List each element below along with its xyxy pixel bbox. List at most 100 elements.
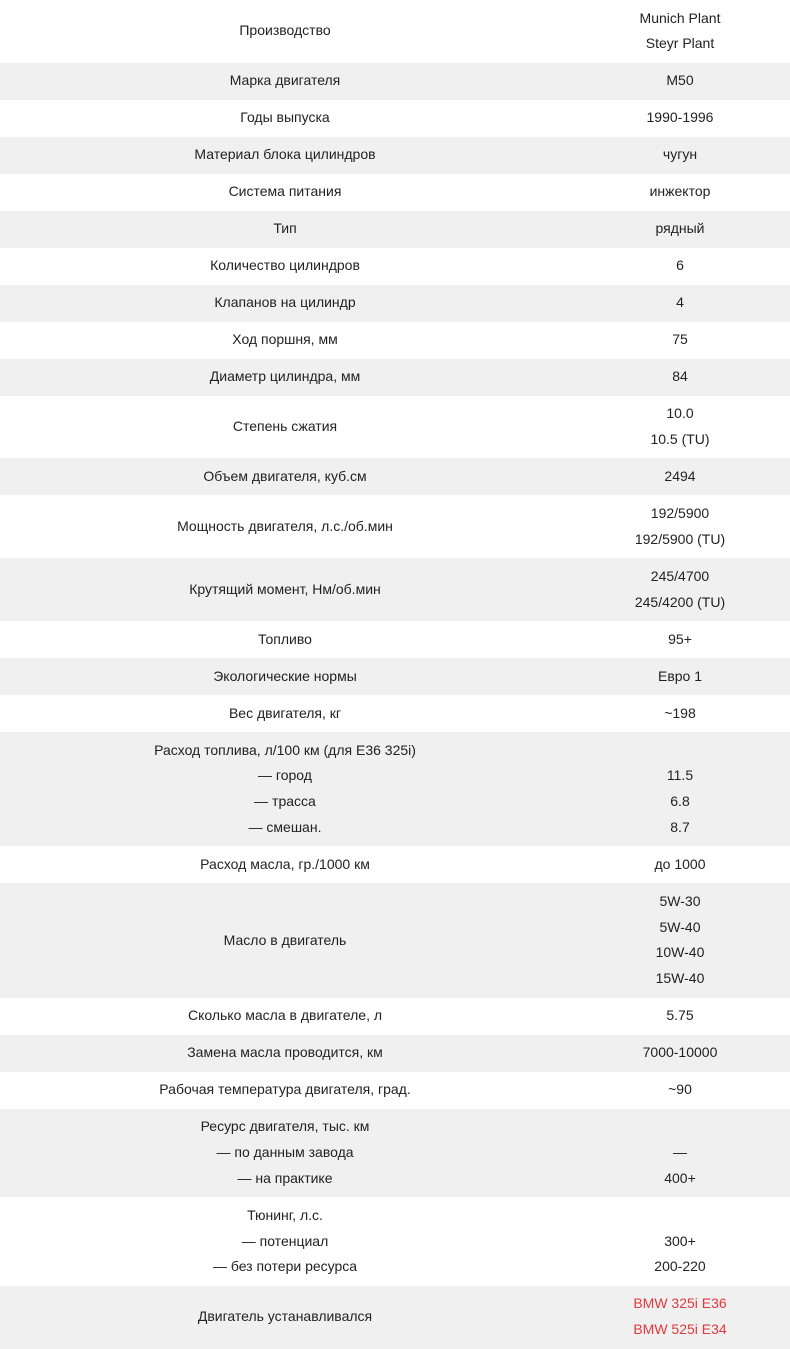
spec-value-cell: 1990-1996: [570, 100, 790, 137]
spec-label-cell: Крутящий момент, Нм/об.мин: [0, 558, 570, 621]
spec-value-cell: BMW 325i E36 BMW 525i E34: [570, 1285, 790, 1349]
spec-value: 192/5900 (TU): [634, 530, 726, 547]
spec-label: Ход поршня, мм: [232, 331, 338, 348]
spec-value: 1990-1996: [646, 109, 714, 126]
spec-row: Ход поршня, мм 75: [0, 322, 790, 359]
spec-label-cell: Сколько масла в двигателе, л: [0, 998, 570, 1035]
spec-value-cell: 245/4700 245/4200 (TU): [570, 558, 790, 621]
spec-value: 10W-40: [655, 944, 705, 961]
spec-row: Двигатель устанавливался BMW 325i E36 BMW …: [0, 1285, 790, 1349]
spec-row: Расход масла, гр./1000 км до 1000: [0, 846, 790, 883]
spec-label: Вес двигателя, кг: [228, 704, 342, 721]
spec-label: Объем двигателя, куб.см: [203, 468, 367, 485]
spec-label-cell: Объем двигателя, куб.см: [0, 458, 570, 496]
spec-row: Масло в двигатель 5W-30 5W-40 10W-40 15W-40: [0, 883, 790, 998]
spec-value: 245/4200 (TU): [634, 593, 726, 610]
spec-value: 7000-10000: [642, 1044, 718, 1061]
car-model-link[interactable]: BMW 325i E36: [633, 1295, 727, 1312]
spec-label: — трасса: [254, 793, 316, 810]
spec-value-cell: 4: [570, 284, 790, 322]
spec-value: 11.5: [666, 767, 694, 784]
spec-value-cell: чугун: [570, 136, 790, 174]
spec-row: Материал блока цилиндров чугун: [0, 136, 790, 174]
spec-label: Клапанов на цилиндр: [214, 294, 356, 311]
spec-label: — по данным завода: [216, 1144, 354, 1160]
spec-label: — смешан.: [248, 818, 322, 835]
spec-value-cell: до 1000: [570, 846, 790, 883]
spec-value: 4: [676, 294, 684, 311]
spec-value: Steyr Plant: [645, 35, 715, 52]
spec-row: Экологические нормы Евро 1: [0, 657, 790, 695]
spec-value-cell: инжектор: [570, 174, 790, 211]
spec-label: Диаметр цилиндра, мм: [209, 368, 361, 385]
spec-label: — потенциал: [241, 1232, 329, 1249]
spec-row: Диаметр цилиндра, мм 84: [0, 358, 790, 396]
spec-label-cell: Марка двигателя: [0, 62, 570, 100]
spec-value: 6: [676, 257, 684, 274]
spec-value-cell: 10.0 10.5 (TU): [570, 396, 790, 459]
spec-value-cell: 192/5900 192/5900 (TU): [570, 495, 790, 558]
spec-label: Экологические нормы: [213, 667, 357, 684]
spec-value: 95+: [668, 630, 692, 647]
spec-label-cell: Материал блока цилиндров: [0, 136, 570, 174]
spec-label: Ресурс двигателя, тыс. км: [200, 1118, 370, 1135]
spec-label: Степень сжатия: [232, 418, 338, 435]
spec-row: Сколько масла в двигателе, л 5.75: [0, 998, 790, 1035]
spec-value: [574, 1114, 786, 1140]
spec-row: Система питания инжектор: [0, 174, 790, 211]
spec-label: Расход топлива, л/100 км (для E36 325i): [154, 741, 416, 758]
spec-label-cell: Система питания: [0, 174, 570, 211]
spec-value-cell: 300+ 200-220: [570, 1197, 790, 1286]
spec-value-cell: ~90: [570, 1072, 790, 1109]
spec-row: Степень сжатия 10.0 10.5 (TU): [0, 396, 790, 459]
spec-value: 200-220: [654, 1258, 706, 1275]
spec-label: Сколько масла в двигателе, л: [187, 1007, 383, 1024]
spec-label: Количество цилиндров: [210, 257, 360, 274]
spec-value-cell: 11.5 6.8 8.7: [570, 731, 790, 847]
spec-label-cell: Производство: [0, 0, 570, 63]
spec-value: рядный: [655, 220, 705, 237]
spec-label: Двигатель устанавливался: [197, 1308, 373, 1325]
spec-label-cell: Двигатель устанавливался: [0, 1285, 570, 1349]
spec-value: M50: [666, 72, 694, 89]
car-model-link[interactable]: BMW 525i E34: [633, 1321, 727, 1338]
spec-value: 5W-30: [659, 892, 701, 909]
spec-value: Евро 1: [657, 667, 703, 684]
spec-value-cell: Евро 1: [570, 657, 790, 695]
spec-row: Производство Munich Plant Steyr Plant: [0, 0, 790, 63]
spec-value: 6.8: [670, 793, 690, 810]
spec-value-cell: 2494: [570, 458, 790, 496]
spec-value-cell: рядный: [570, 210, 790, 248]
spec-label: Мощность двигателя, л.с./об.мин: [177, 517, 393, 534]
spec-value-cell: M50: [570, 62, 790, 100]
spec-label: Масло в двигатель: [223, 931, 347, 948]
spec-label: Расход масла, гр./1000 км: [200, 855, 370, 872]
spec-label: Годы выпуска: [240, 109, 330, 126]
spec-label: Тип: [273, 220, 297, 237]
spec-label-cell: Рабочая температура двигателя, град.: [0, 1072, 570, 1109]
spec-value: 10.5 (TU): [650, 431, 710, 448]
spec-label: — на практике: [237, 1169, 333, 1186]
spec-value-cell: 7000-10000: [570, 1034, 790, 1072]
spec-row: Объем двигателя, куб.см 2494: [0, 458, 790, 496]
spec-label-cell: Вес двигателя, кг: [0, 695, 570, 732]
spec-row: Годы выпуска 1990-1996: [0, 100, 790, 137]
spec-value: 300+: [664, 1232, 696, 1249]
spec-value: 75: [672, 331, 688, 348]
spec-label: Марка двигателя: [229, 72, 341, 89]
spec-label-cell: Клапанов на цилиндр: [0, 284, 570, 322]
spec-row: Тип рядный: [0, 210, 790, 248]
spec-label: Система питания: [228, 183, 342, 200]
spec-value-cell: ~198: [570, 695, 790, 732]
spec-label-cell: Ресурс двигателя, тыс. км — по данным зав…: [0, 1108, 570, 1198]
spec-value: 5.75: [666, 1007, 694, 1024]
spec-row: Мощность двигателя, л.с./об.мин 192/5900 1…: [0, 495, 790, 558]
spec-row: Марка двигателя M50: [0, 62, 790, 100]
spec-value-cell: 5.75: [570, 998, 790, 1035]
spec-row: Клапанов на цилиндр 4: [0, 284, 790, 322]
spec-row: Замена масла проводится, км 7000-10000: [0, 1034, 790, 1072]
spec-label-cell: Степень сжатия: [0, 396, 570, 459]
spec-label: — без потери ресурса: [212, 1258, 358, 1275]
spec-value: [574, 738, 786, 764]
